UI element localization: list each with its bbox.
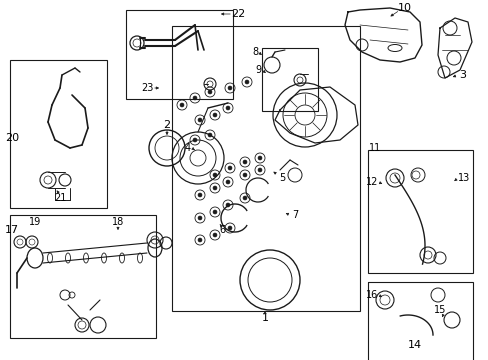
Text: 12: 12 <box>365 177 377 187</box>
Circle shape <box>198 216 202 220</box>
Circle shape <box>244 80 248 84</box>
Circle shape <box>227 226 231 230</box>
Circle shape <box>225 180 229 184</box>
Text: 16: 16 <box>365 290 377 300</box>
Circle shape <box>193 138 197 142</box>
Bar <box>262 48 317 111</box>
Circle shape <box>243 160 246 164</box>
Bar <box>126 10 232 99</box>
Text: 9: 9 <box>254 65 261 75</box>
Text: 5: 5 <box>278 173 285 183</box>
Circle shape <box>258 168 262 172</box>
Circle shape <box>213 233 217 237</box>
Bar <box>10 60 107 208</box>
Circle shape <box>227 166 231 170</box>
Circle shape <box>213 113 217 117</box>
Text: 18: 18 <box>112 217 124 227</box>
Bar <box>172 26 359 311</box>
Text: 1: 1 <box>261 313 268 323</box>
Text: 4: 4 <box>184 143 191 153</box>
Circle shape <box>227 86 231 90</box>
Bar <box>367 282 472 360</box>
Circle shape <box>213 173 217 177</box>
Circle shape <box>243 173 246 177</box>
Circle shape <box>207 133 212 137</box>
Text: 22: 22 <box>230 9 244 19</box>
Bar <box>10 215 156 338</box>
Text: 15: 15 <box>433 305 445 315</box>
Circle shape <box>198 238 202 242</box>
Text: 23: 23 <box>141 83 153 93</box>
Circle shape <box>198 118 202 122</box>
Text: 8: 8 <box>251 47 258 57</box>
Text: 2: 2 <box>163 120 170 130</box>
Circle shape <box>225 106 229 110</box>
Text: 6: 6 <box>219 225 224 235</box>
Circle shape <box>243 196 246 200</box>
Circle shape <box>258 156 262 160</box>
Text: 19: 19 <box>29 217 41 227</box>
Circle shape <box>213 186 217 190</box>
Circle shape <box>193 96 197 100</box>
Circle shape <box>180 103 183 107</box>
Text: 14: 14 <box>407 340 421 350</box>
Text: 13: 13 <box>457 173 469 183</box>
Text: 17: 17 <box>5 225 19 235</box>
Circle shape <box>213 210 217 214</box>
Circle shape <box>225 203 229 207</box>
Text: 20: 20 <box>5 133 19 143</box>
Text: 21: 21 <box>54 193 66 203</box>
Text: 3: 3 <box>459 70 466 80</box>
Text: 11: 11 <box>368 143 380 153</box>
Circle shape <box>198 193 202 197</box>
Text: 7: 7 <box>291 210 298 220</box>
Bar <box>367 150 472 273</box>
Text: 10: 10 <box>397 3 411 13</box>
Circle shape <box>207 90 212 94</box>
